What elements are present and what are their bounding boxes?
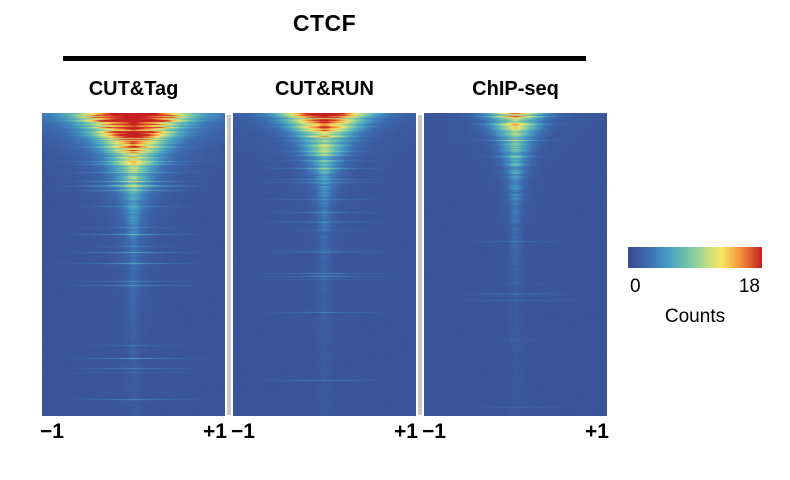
panel-label-chip-seq: ChIP-seq: [472, 78, 559, 100]
figure-title: CTCF: [292, 10, 357, 36]
colorbar-tick-labels: 0 18: [628, 276, 762, 298]
x-tick-plus1: +1: [394, 420, 418, 443]
colorbar-min-label: 0: [630, 276, 641, 297]
panel-edge-strip: [418, 115, 422, 415]
x-axis-chip-seq: −1 +1: [422, 419, 609, 445]
colorbar-canvas: [628, 247, 762, 268]
panel-label-cut-and-tag: CUT&Tag: [88, 78, 179, 100]
panel-label-cut-and-run: CUT&RUN: [275, 78, 374, 100]
x-tick-minus1: −1: [40, 420, 64, 443]
x-axis-cut-and-run: −1 +1: [231, 419, 418, 445]
x-tick-minus1: −1: [422, 420, 446, 443]
heatmap-cut-and-run: [233, 113, 416, 416]
panel-edge-strip: [227, 115, 231, 415]
x-tick-minus1: −1: [231, 420, 255, 443]
x-axis-cut-and-tag: −1 +1: [40, 419, 227, 445]
colorbar-units-label: Counts: [664, 306, 726, 327]
x-tick-plus1: +1: [203, 420, 227, 443]
x-tick-plus1: +1: [585, 420, 609, 443]
colorbar-max-label: 18: [738, 276, 760, 297]
heatmap-chip-seq: [424, 113, 607, 416]
title-underline: [63, 56, 586, 61]
heatmap-cut-and-tag: [42, 113, 225, 416]
